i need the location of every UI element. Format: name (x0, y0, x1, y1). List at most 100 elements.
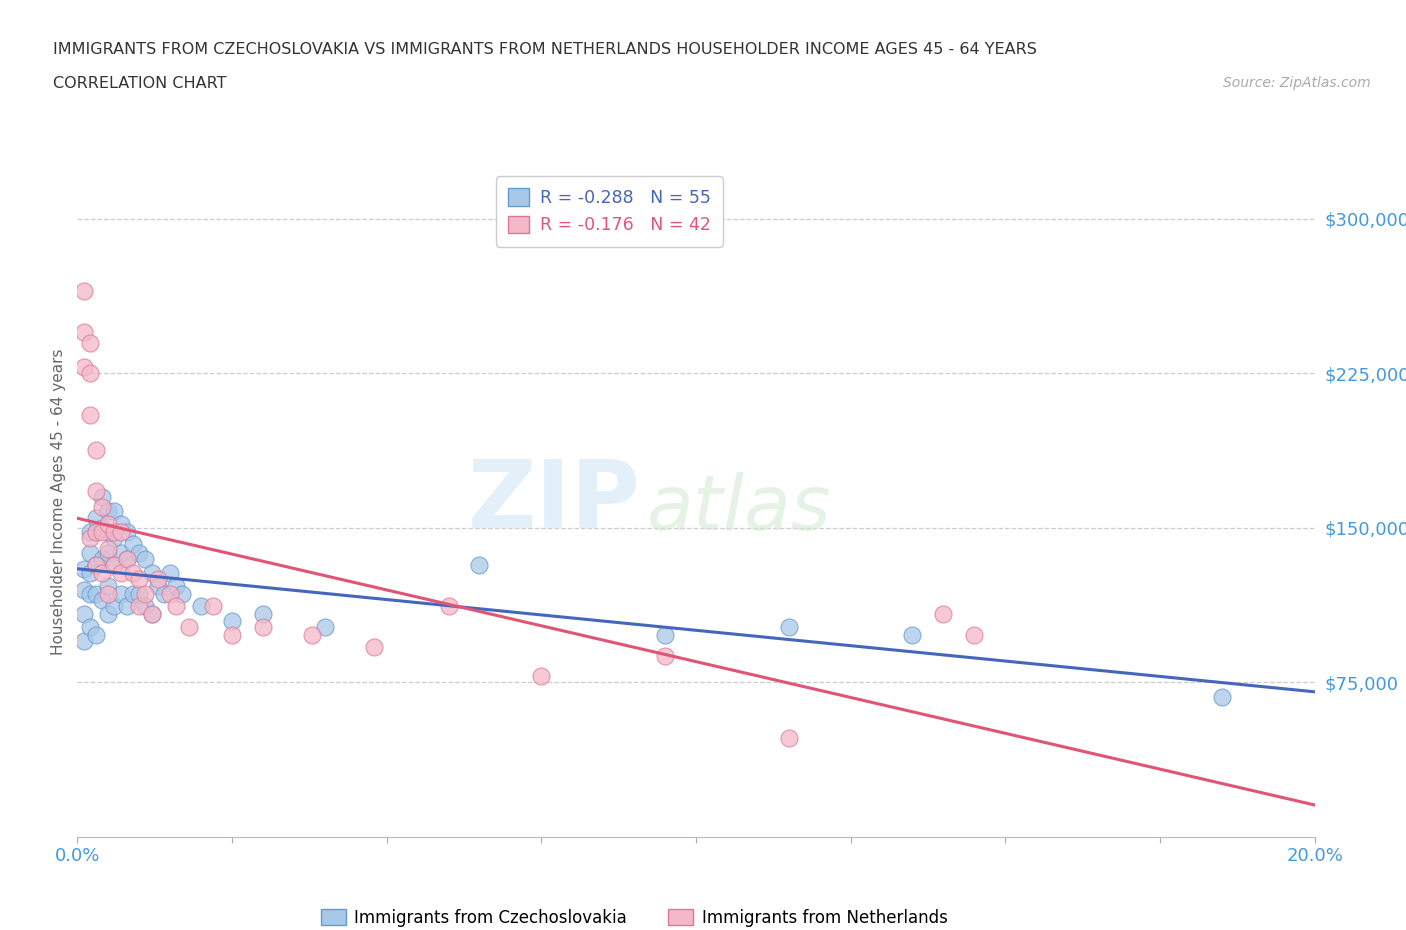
Point (91, 489, 114, 504)
Point (115, 551, 138, 566)
Point (141, 565, 163, 580)
Point (172, 587, 194, 602)
Point (122, 587, 145, 602)
Point (153, 587, 176, 602)
Point (79, 366, 101, 381)
Point (84, 587, 107, 602)
Point (103, 525, 125, 539)
Point (134, 599, 156, 614)
Point (778, 619, 800, 634)
Point (301, 628, 323, 643)
Point (79, 545, 101, 560)
Point (91, 521, 114, 536)
Point (97, 578, 120, 593)
Point (79, 619, 101, 634)
Point (1211, 689, 1233, 704)
Point (97, 541, 120, 556)
Point (932, 607, 955, 622)
Text: Source: ZipAtlas.com: Source: ZipAtlas.com (1223, 76, 1371, 90)
Point (97, 545, 120, 560)
Point (122, 537, 145, 551)
Point (146, 572, 169, 587)
Point (79, 587, 101, 602)
Point (901, 628, 924, 643)
Point (103, 599, 125, 614)
Point (141, 607, 163, 622)
Point (115, 599, 138, 614)
Point (84, 525, 107, 539)
Point (110, 565, 132, 580)
Point (437, 599, 460, 614)
Point (654, 628, 676, 643)
Point (72, 634, 94, 649)
Point (128, 599, 150, 614)
Point (177, 619, 200, 634)
Point (84, 443, 107, 458)
Point (128, 572, 150, 587)
Point (103, 504, 125, 519)
Point (221, 613, 243, 628)
Point (91, 565, 114, 580)
Point (79, 525, 101, 539)
Point (79, 407, 101, 422)
Text: ZIP: ZIP (467, 457, 640, 548)
Point (122, 565, 145, 580)
Point (97, 587, 120, 602)
Point (79, 335, 101, 350)
Point (110, 545, 132, 560)
Point (159, 587, 181, 602)
Point (146, 578, 169, 593)
Point (134, 587, 156, 602)
Point (72, 325, 94, 339)
Legend: Immigrants from Czechoslovakia, Immigrants from Netherlands: Immigrants from Czechoslovakia, Immigran… (314, 902, 955, 930)
Point (84, 628, 107, 643)
Point (190, 599, 212, 614)
Point (110, 587, 132, 602)
Point (72, 582, 94, 597)
Point (84, 484, 107, 498)
Text: CORRELATION CHART: CORRELATION CHART (53, 76, 226, 91)
Point (363, 640, 385, 655)
Point (134, 551, 156, 566)
Point (165, 578, 187, 593)
Point (72, 607, 94, 622)
Point (103, 531, 125, 546)
Point (963, 628, 986, 643)
Point (530, 669, 553, 684)
Point (91, 592, 114, 607)
Point (252, 619, 274, 634)
Point (128, 587, 150, 602)
Point (115, 551, 138, 566)
Point (110, 516, 132, 531)
Point (79, 531, 101, 546)
Text: atlas: atlas (647, 472, 831, 546)
Point (84, 525, 107, 539)
Point (84, 558, 107, 573)
Point (97, 516, 120, 531)
Point (314, 619, 336, 634)
Point (103, 558, 125, 573)
Point (165, 599, 187, 614)
Point (72, 360, 94, 375)
Point (778, 731, 800, 746)
Point (91, 500, 114, 515)
Point (84, 558, 107, 573)
Point (97, 525, 120, 539)
Point (468, 558, 491, 573)
Point (84, 511, 107, 525)
Point (141, 607, 163, 622)
Point (72, 284, 94, 299)
Text: IMMIGRANTS FROM CZECHOSLOVAKIA VS IMMIGRANTS FROM NETHERLANDS HOUSEHOLDER INCOME: IMMIGRANTS FROM CZECHOSLOVAKIA VS IMMIGR… (53, 42, 1038, 57)
Point (128, 545, 150, 560)
Point (115, 525, 138, 539)
Point (221, 628, 243, 643)
Point (72, 562, 94, 577)
Point (654, 648, 676, 663)
Point (97, 607, 120, 622)
Point (103, 558, 125, 573)
Y-axis label: Householder Income Ages 45 - 64 years: Householder Income Ages 45 - 64 years (51, 349, 66, 656)
Point (91, 525, 114, 539)
Point (110, 525, 132, 539)
Point (159, 565, 181, 580)
Point (91, 551, 114, 566)
